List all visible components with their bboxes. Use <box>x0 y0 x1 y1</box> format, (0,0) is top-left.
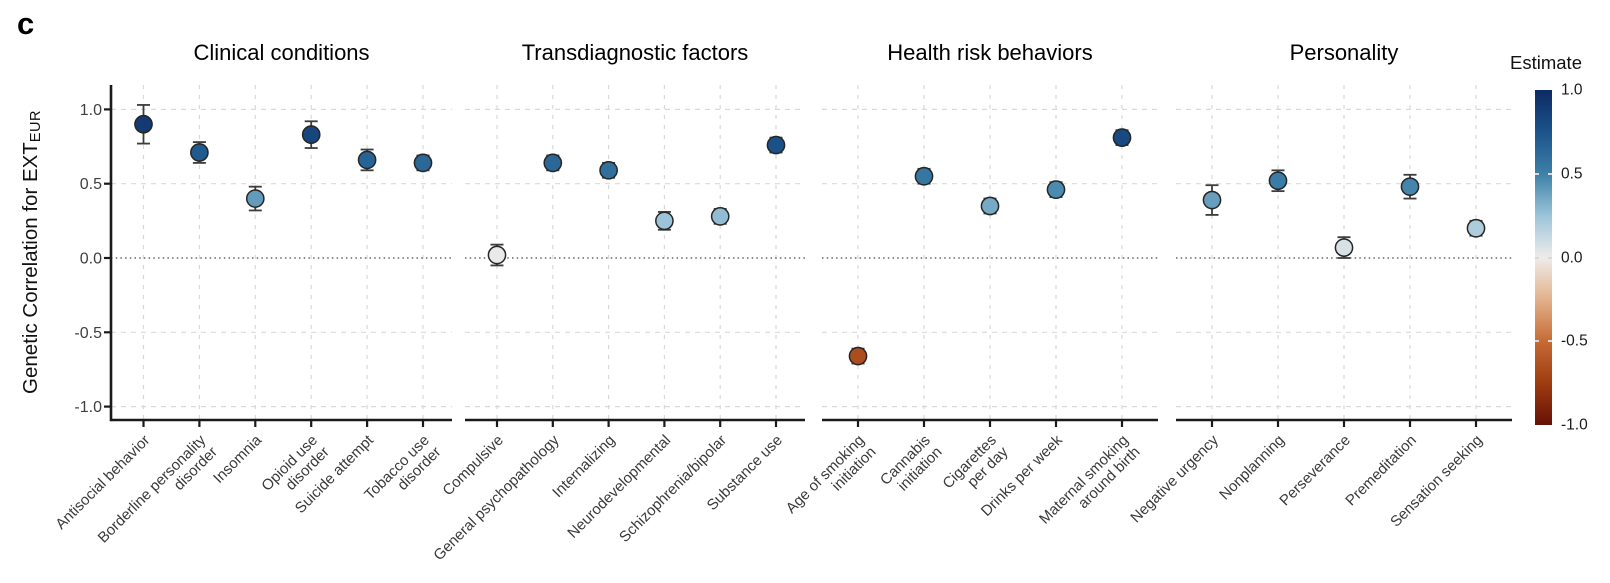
data-point-insomnia <box>245 189 265 208</box>
colorbar-notch <box>1548 256 1552 259</box>
y-tick-label: -1.0 <box>74 399 102 416</box>
axis-text: 1.0 0.5 0.0 -0.5 -1.0 Clinical conditions Anti… <box>52 40 1486 564</box>
facet-personality <box>1202 169 1486 259</box>
data-point-internalizing <box>599 160 618 180</box>
facet-clinical-conditions <box>134 104 433 212</box>
data-point-suicide-attempt <box>357 150 377 170</box>
x-tick-label-line: Schizophrenia/bipolar <box>616 432 730 546</box>
data-point-nonplanning <box>1268 171 1288 191</box>
facet-title: Health risk behaviors <box>887 40 1092 65</box>
facet-title: Clinical conditions <box>193 40 369 65</box>
point-group-negative-urgency <box>1202 184 1222 216</box>
facet-health-risk-behaviors <box>848 128 1132 366</box>
data-point-antisocial-behavior <box>134 114 153 134</box>
data-point-general-psychopathology <box>543 153 563 173</box>
gridlines <box>111 85 1512 420</box>
y-tick-label: 1.0 <box>80 102 102 119</box>
data-point-cigarettes-per-day <box>980 196 1000 216</box>
x-tick-label-nonplanning: Nonplanning <box>1216 432 1288 504</box>
x-tick-label-line: Neurodevelopmental <box>564 432 674 542</box>
colorbar-tick-label: 0.5 <box>1561 165 1583 182</box>
data-point-compulsive <box>487 245 507 265</box>
x-tick-label-neurodevelopmental: Neurodevelopmental <box>564 432 674 542</box>
colorbar-notch <box>1535 340 1539 343</box>
colorbar-notch <box>1535 172 1539 175</box>
colorbar-tick-label: -0.5 <box>1561 332 1588 350</box>
point-group-perseverance <box>1334 236 1354 259</box>
point-group-premeditation <box>1400 173 1420 200</box>
data-point-cannabis-initiation <box>914 166 934 186</box>
facet-title: Personality <box>1290 40 1399 65</box>
data-point-negative-urgency <box>1202 190 1222 210</box>
x-tick-label-negative-urgency: Negative urgency <box>1127 431 1222 526</box>
colorbar-tick-label: -1.0 <box>1561 416 1588 434</box>
point-group-internalizing <box>599 160 618 180</box>
point-group-cigarettes-per-day <box>980 196 1000 216</box>
y-tick-label: 0.0 <box>80 251 102 268</box>
data-point-schizophrenia-bipolar <box>710 207 730 226</box>
data-point-sensation-seeking <box>1466 218 1486 238</box>
point-group-borderline-personality-disorder <box>190 141 209 164</box>
x-tick-label-borderline-personality-disorder: Borderline personalitydisorder <box>95 431 222 558</box>
point-group-nonplanning <box>1268 169 1288 193</box>
data-points <box>134 104 1486 366</box>
point-group-opioid-use-disorder <box>301 120 321 149</box>
facet-title: Transdiagnostic factors <box>522 40 749 65</box>
facet-transdiagnostic-factors <box>487 135 786 267</box>
x-tick-label-antisocial-behavior: Antisocial behavior <box>52 432 153 533</box>
data-point-borderline-personality-disorder <box>190 143 209 162</box>
colorbar-title: Estimate <box>1510 52 1582 73</box>
x-tick-label-line: Negative urgency <box>1127 431 1222 526</box>
data-point-premeditation <box>1400 177 1420 197</box>
x-tick-label-line: Antisocial behavior <box>52 432 153 533</box>
point-group-suicide-attempt <box>357 148 377 172</box>
data-point-opioid-use-disorder <box>301 125 321 145</box>
point-group-insomnia <box>245 185 265 212</box>
x-tick-label-schizophrenia-bipolar: Schizophrenia/bipolar <box>616 432 730 546</box>
point-group-compulsive <box>487 243 507 267</box>
data-point-maternal-smoking-around-birth <box>1112 128 1132 147</box>
colorbar-tick-label: 0.0 <box>1561 248 1583 266</box>
data-point-drinks-per-week <box>1046 180 1066 199</box>
y-tick-label: 0.5 <box>80 176 102 193</box>
point-group-substance-use <box>766 135 786 155</box>
colorbar-gradient <box>1535 90 1552 425</box>
x-tick-label-cannabis-initiation: Cannabisinitiation <box>877 432 946 501</box>
colorbar-notch <box>1548 340 1552 343</box>
colorbar-notch <box>1548 172 1552 175</box>
panel-letter: c <box>17 6 35 41</box>
point-group-cannabis-initiation <box>914 166 934 186</box>
point-group-age-of-smoking-initiation <box>848 346 868 366</box>
point-group-general-psychopathology <box>543 153 563 173</box>
point-group-schizophrenia-bipolar <box>710 207 730 226</box>
data-point-neurodevelopmental <box>655 211 674 231</box>
x-tick-label-line: Nonplanning <box>1216 432 1288 504</box>
data-point-age-of-smoking-initiation <box>848 346 868 366</box>
x-tick-label-line: Insomnia <box>210 431 266 487</box>
data-point-perseverance <box>1334 238 1354 257</box>
x-tick-label-age-of-smoking-initiation: Age of smokinginitiation <box>783 432 880 529</box>
point-group-sensation-seeking <box>1466 218 1486 238</box>
data-point-tobacco-use-disorder <box>413 153 433 173</box>
x-tick-label-insomnia: Insomnia <box>210 431 266 487</box>
y-tick-label: -0.5 <box>74 325 102 342</box>
point-group-maternal-smoking-around-birth <box>1112 128 1132 147</box>
point-group-neurodevelopmental <box>655 211 674 231</box>
data-point-substance-use <box>766 135 786 155</box>
point-group-antisocial-behavior <box>134 104 153 145</box>
colorbar-tick-label: 1.0 <box>1561 81 1583 99</box>
point-group-tobacco-use-disorder <box>413 153 433 173</box>
point-group-drinks-per-week <box>1046 180 1066 199</box>
colorbar-notch <box>1535 256 1539 259</box>
x-tick-label-line: Borderline personality <box>95 431 210 546</box>
axes <box>104 85 1512 427</box>
